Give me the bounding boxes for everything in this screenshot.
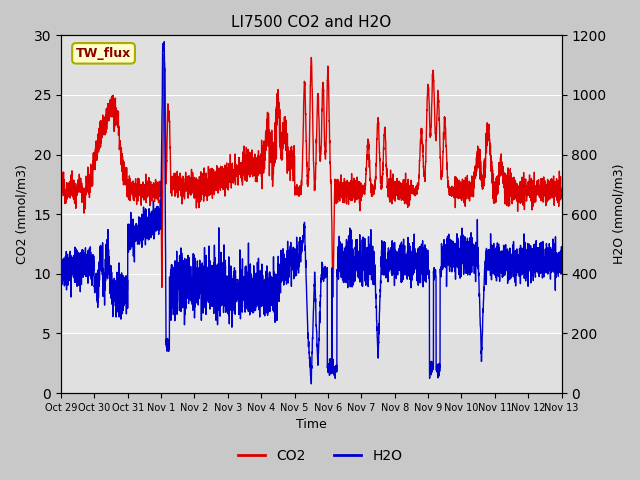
Bar bbox=[61, 155, 561, 334]
Y-axis label: H2O (mmol/m3): H2O (mmol/m3) bbox=[612, 164, 625, 264]
Title: LI7500 CO2 and H2O: LI7500 CO2 and H2O bbox=[231, 15, 392, 30]
Legend: CO2, H2O: CO2, H2O bbox=[232, 443, 408, 468]
X-axis label: Time: Time bbox=[296, 419, 326, 432]
Y-axis label: CO2 (mmol/m3): CO2 (mmol/m3) bbox=[15, 164, 28, 264]
Text: TW_flux: TW_flux bbox=[76, 47, 131, 60]
